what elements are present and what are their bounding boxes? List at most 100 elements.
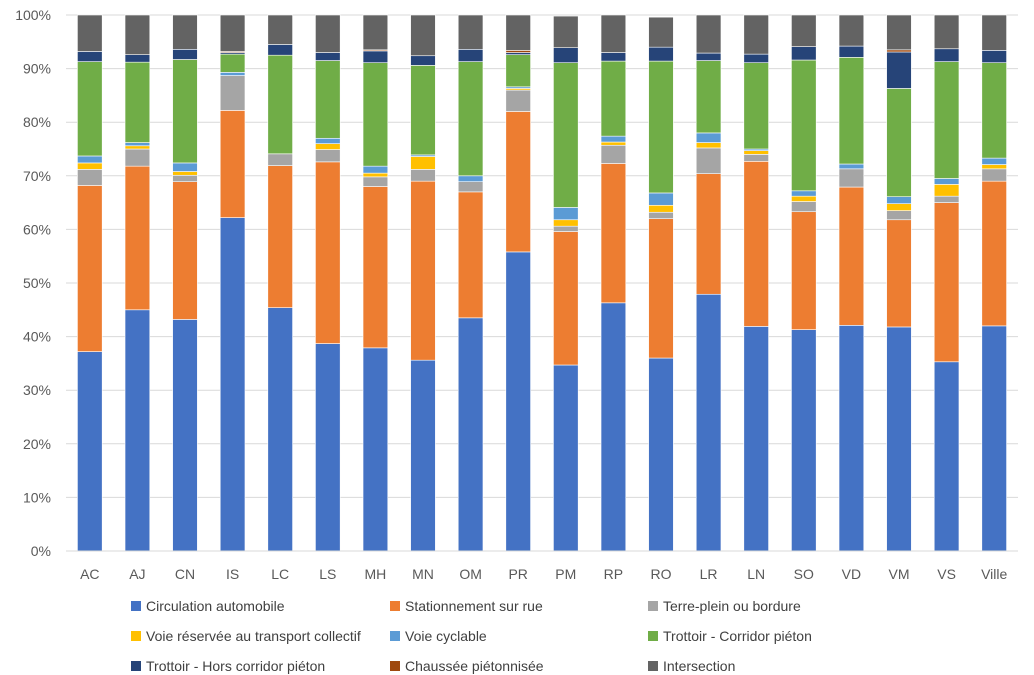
bar-segment-VD-1 <box>838 186 865 326</box>
bar-segment-RO-2 <box>648 211 674 219</box>
bar-segment-LN-1 <box>743 161 769 327</box>
bar-segment-AJ-8 <box>124 14 151 55</box>
bar-segment-MH-6 <box>362 50 389 64</box>
bar-segment-LR-2 <box>695 147 722 174</box>
bar-segment-PR-6 <box>505 52 531 55</box>
bar-segment-AJ-1 <box>124 165 151 311</box>
bar-segment-LS-5 <box>315 60 341 139</box>
bar-segment-RP-3 <box>600 141 627 146</box>
grid-lines <box>66 14 1018 552</box>
bar-segment-PM-5 <box>553 62 579 208</box>
bar-segment-OM-5 <box>457 61 484 177</box>
x-tick-label: RO <box>651 566 672 582</box>
bar-segment-PR-7 <box>505 50 531 53</box>
bar-segment-LN-6 <box>743 53 769 64</box>
x-tick-label: VS <box>937 566 956 582</box>
bar-segment-RP-4 <box>600 135 627 143</box>
bar-segment-CN-8 <box>172 14 198 50</box>
bar-segment-RO-6 <box>648 46 674 62</box>
x-tick-label: VM <box>889 566 910 582</box>
bar-segment-OM-8 <box>457 14 484 50</box>
bar-segment-OM-0 <box>457 317 484 552</box>
bar-segment-VS-5 <box>933 61 960 179</box>
bar-segment-AC-5 <box>77 61 103 157</box>
bar-segment-AJ-5 <box>124 61 151 143</box>
bar-segment-VM-7 <box>886 49 912 53</box>
bar-segment-VD-6 <box>838 45 865 58</box>
legend-swatch <box>390 601 400 611</box>
y-tick-label: 90% <box>23 61 51 77</box>
bar-segment-VM-2 <box>886 210 912 221</box>
bar-segment-LS-6 <box>315 52 341 61</box>
x-tick-label: Ville <box>981 566 1007 582</box>
bar-segment-MN-0 <box>410 359 436 552</box>
bar-segment-SO-6 <box>791 46 817 61</box>
bar-segment-LR-0 <box>695 293 722 552</box>
bar-segment-SO-1 <box>791 211 817 330</box>
legend-label: Stationnement sur rue <box>405 598 543 614</box>
bar-segment-RO-4 <box>648 192 674 206</box>
bar-segment-LC-5 <box>267 54 293 155</box>
bar-segment-PM-1 <box>553 231 579 366</box>
x-tick-label: OM <box>459 566 482 582</box>
y-tick-label: 30% <box>23 382 51 398</box>
bar-segment-LN-0 <box>743 326 769 552</box>
bar-segment-Ville-2 <box>981 168 1007 182</box>
bar-segment-LR-8 <box>695 14 722 54</box>
bar-segment-VM-3 <box>886 203 912 211</box>
bar-segment-MN-1 <box>410 180 436 361</box>
legend-label: Intersection <box>663 658 736 674</box>
bar-segment-PM-6 <box>553 47 579 64</box>
legend-label: Chaussée piétonnisée <box>405 658 544 674</box>
bar-segment-LS-0 <box>315 343 341 552</box>
bar-segment-RO-5 <box>648 60 674 194</box>
bar-segment-VD-8 <box>838 14 865 47</box>
bar-segment-Ville-1 <box>981 180 1007 327</box>
bar-segment-CN-3 <box>172 171 198 176</box>
bar-segment-MH-2 <box>362 176 389 187</box>
bar-segment-MN-5 <box>410 65 436 156</box>
y-tick-label: 50% <box>23 275 51 291</box>
bar-segment-RP-2 <box>600 144 627 164</box>
x-tick-label: PR <box>508 566 527 582</box>
bar-segment-LS-4 <box>315 137 341 144</box>
x-tick-label: AC <box>80 566 99 582</box>
bar-segment-RP-1 <box>600 163 627 304</box>
x-tick-label: PM <box>555 566 576 582</box>
legend-item: Trottoir - Hors corridor piéton <box>131 658 325 674</box>
bar-segment-VS-8 <box>933 14 960 50</box>
bar-segment-LN-2 <box>743 154 769 162</box>
y-tick-label: 80% <box>23 114 51 130</box>
legend-swatch <box>131 661 141 671</box>
bar-segment-CN-1 <box>172 181 198 320</box>
bar-segment-IS-4 <box>219 72 246 76</box>
legend-label: Voie réservée au transport collectif <box>146 628 361 644</box>
bar-segment-AJ-6 <box>124 54 151 63</box>
bar-segment-PM-4 <box>553 207 579 221</box>
bar-segment-MH-0 <box>362 347 389 552</box>
x-tick-label: LN <box>747 566 765 582</box>
bar-segment-PM-3 <box>553 219 579 227</box>
bar-segment-RO-3 <box>648 204 674 213</box>
bar-segment-LC-0 <box>267 307 293 552</box>
bar-segment-VS-4 <box>933 178 960 185</box>
bar-segment-OM-2 <box>457 181 484 193</box>
legend-label: Trottoir - Hors corridor piéton <box>146 658 326 674</box>
bar-segment-CN-4 <box>172 162 198 172</box>
bar-segment-VS-1 <box>933 202 960 363</box>
x-tick-label: RP <box>604 566 623 582</box>
bar-segment-LN-5 <box>743 62 769 150</box>
bar-segment-SO-8 <box>791 14 817 47</box>
bar-segment-LR-6 <box>695 52 722 61</box>
bar-segment-RO-1 <box>648 218 674 359</box>
x-tick-label: IS <box>226 566 239 582</box>
bar-segment-AC-2 <box>77 169 103 186</box>
bar-segment-AJ-3 <box>124 145 151 150</box>
legend-label: Voie cyclable <box>405 628 487 644</box>
bar-segment-AJ-4 <box>124 142 151 147</box>
bar-segment-SO-4 <box>791 190 817 197</box>
bar-segment-AC-0 <box>77 351 103 552</box>
bar-segment-VS-2 <box>933 195 960 203</box>
bar-segment-Ville-3 <box>981 164 1007 170</box>
bar-segment-VM-4 <box>886 196 912 204</box>
